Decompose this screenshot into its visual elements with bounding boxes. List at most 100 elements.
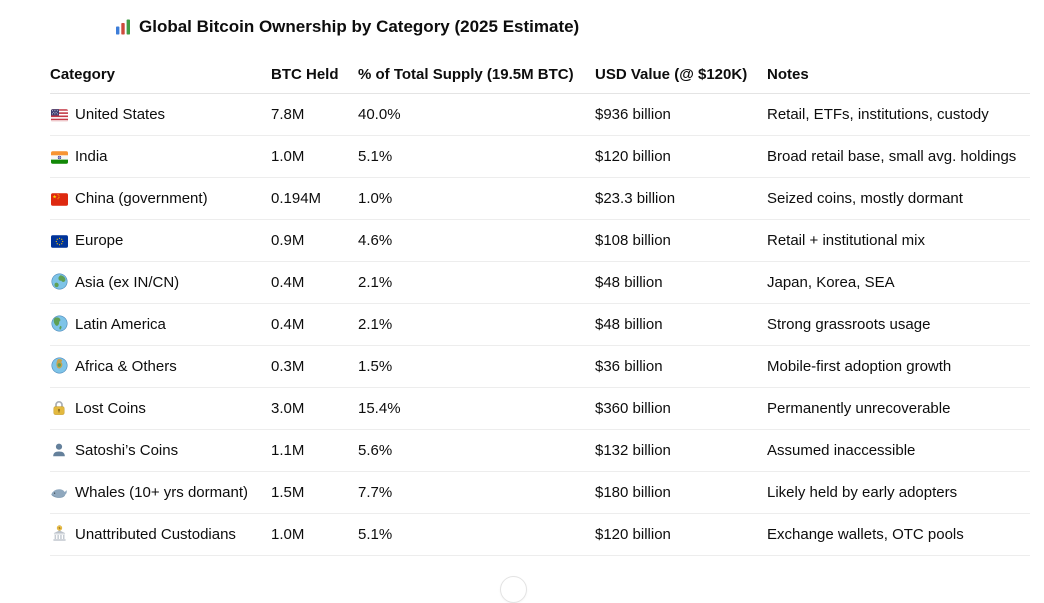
notes-cell: Permanently unrecoverable: [767, 387, 1030, 430]
category-label: Lost Coins: [75, 400, 146, 417]
notes-cell: Seized coins, mostly dormant: [767, 177, 1030, 220]
usd-value-cell: $360 billion: [595, 387, 767, 430]
table-header: Category BTC Held % of Total Supply (19.…: [50, 58, 1030, 94]
page-title: Global Bitcoin Ownership by Category (20…: [114, 14, 1044, 40]
pct-supply-cell: 1.5%: [358, 345, 595, 388]
pct-supply-cell: 2.1%: [358, 303, 595, 346]
usd-value-cell: $936 billion: [595, 93, 767, 136]
category-cell: United States: [50, 93, 271, 136]
table-row: Whales (10+ yrs dormant) 1.5M 7.7% $180 bil…: [50, 471, 1030, 514]
usd-value-cell: $120 billion: [595, 135, 767, 178]
notes-cell: Japan, Korea, SEA: [767, 261, 1030, 304]
usd-value-cell: $23.3 billion: [595, 177, 767, 220]
notes-cell: Retail + institutional mix: [767, 219, 1030, 262]
category-label: China (government): [75, 189, 208, 207]
table-row: Lost Coins 3.0M 15.4% $360 billion Permanent…: [50, 387, 1030, 430]
table-row: Europe 0.9M 4.6% $108 billion Retail + insti…: [50, 219, 1030, 262]
usd-value-cell: $36 billion: [595, 345, 767, 388]
globe-africa-icon: [50, 357, 68, 374]
pct-supply-cell: 5.1%: [358, 513, 595, 556]
table-row: India 1.0M 5.1% $120 billion Broad retail ba…: [50, 135, 1030, 178]
category-cell: China (government): [50, 177, 271, 220]
pct-supply-cell: 5.6%: [358, 429, 595, 472]
btc-held-cell: 3.0M: [271, 387, 358, 430]
category-cell: Africa & Others: [50, 345, 271, 388]
bar-chart-icon: [114, 18, 132, 36]
usd-value-cell: $48 billion: [595, 303, 767, 346]
category-label: Whales (10+ yrs dormant): [75, 483, 248, 501]
notes-cell: Strong grassroots usage: [767, 303, 1030, 346]
header-usd-value: USD Value (@ $120K): [595, 58, 767, 94]
category-label: Satoshi’s Coins: [75, 441, 179, 459]
notes-cell: Assumed inaccessible: [767, 429, 1030, 472]
notes-cell: Mobile-first adoption growth: [767, 345, 1030, 388]
category-label: India: [75, 147, 108, 165]
btc-held-cell: 0.9M: [271, 219, 358, 262]
table-row: Asia (ex IN/CN) 0.4M 2.1% $48 billion Japan,…: [50, 261, 1030, 304]
flag-us-icon: [50, 108, 68, 122]
notes-cell: Broad retail base, small avg. holdings: [767, 135, 1030, 178]
bust-icon: [50, 442, 68, 458]
svg-text:$: $: [58, 526, 61, 530]
usd-value-cell: $108 billion: [595, 219, 767, 262]
category-cell: Lost Coins: [50, 387, 271, 430]
usd-value-cell: $180 billion: [595, 471, 767, 514]
table-row: United States 7.8M 40.0% $936 billion Retail…: [50, 93, 1030, 136]
header-pct-supply: % of Total Supply (19.5M BTC): [358, 58, 595, 94]
table-row: China (government) 0.194M 1.0% $23.3 billio…: [50, 177, 1030, 220]
category-cell: Whales (10+ yrs dormant): [50, 471, 271, 514]
globe-americas-icon: [50, 315, 68, 332]
notes-cell: Retail, ETFs, institutions, custody: [767, 93, 1030, 136]
btc-held-cell: 7.8M: [271, 93, 358, 136]
table-row: Satoshi’s Coins 1.1M 5.6% $132 billion Assum…: [50, 429, 1030, 472]
notes-cell: Exchange wallets, OTC pools: [767, 513, 1030, 556]
header-category: Category: [50, 58, 271, 94]
btc-held-cell: 0.4M: [271, 303, 358, 346]
pct-supply-cell: 4.6%: [358, 219, 595, 262]
table-row: $ Unattributed Custodians 1.0M 5.1% $120 bil…: [50, 513, 1030, 556]
btc-held-cell: 1.1M: [271, 429, 358, 472]
pct-supply-cell: 2.1%: [358, 261, 595, 304]
bitcoin-ownership-table: Category BTC Held % of Total Supply (19.…: [50, 58, 1030, 556]
category-cell: Asia (ex IN/CN): [50, 261, 271, 304]
category-cell: $ Unattributed Custodians: [50, 513, 271, 556]
category-label: Unattributed Custodians: [75, 526, 236, 543]
pct-supply-cell: 15.4%: [358, 387, 595, 430]
btc-held-cell: 0.194M: [271, 177, 358, 220]
btc-held-cell: 0.3M: [271, 345, 358, 388]
btc-held-cell: 1.0M: [271, 135, 358, 178]
btc-held-cell: 1.5M: [271, 471, 358, 514]
category-label: Latin America: [75, 316, 166, 333]
flag-eu-icon: [50, 234, 68, 248]
table-row: Latin America 0.4M 2.1% $48 billion Strong g…: [50, 303, 1030, 346]
lock-icon: [50, 399, 68, 416]
notes-cell: Likely held by early adopters: [767, 471, 1030, 514]
pct-supply-cell: 1.0%: [358, 177, 595, 220]
flag-in-icon: [50, 150, 68, 164]
btc-held-cell: 0.4M: [271, 261, 358, 304]
category-label: Africa & Others: [75, 358, 177, 375]
table-body: United States 7.8M 40.0% $936 billion Retail…: [50, 93, 1030, 556]
header-notes: Notes: [767, 58, 1030, 94]
category-label: United States: [75, 105, 166, 123]
category-label: Asia (ex IN/CN): [75, 274, 180, 291]
btc-held-cell: 1.0M: [271, 513, 358, 556]
usd-value-cell: $48 billion: [595, 261, 767, 304]
content-area: Global Bitcoin Ownership by Category (20…: [50, 14, 1044, 556]
usd-value-cell: $120 billion: [595, 513, 767, 556]
category-cell: Europe: [50, 219, 271, 262]
pct-supply-cell: 40.0%: [358, 93, 595, 136]
bank-icon: $: [50, 525, 68, 542]
table-header-row: Category BTC Held % of Total Supply (19.…: [50, 58, 1030, 94]
category-label: Europe: [75, 231, 124, 249]
header-btc-held: BTC Held: [271, 58, 358, 94]
pct-supply-cell: 5.1%: [358, 135, 595, 178]
category-cell: Satoshi’s Coins: [50, 429, 271, 472]
category-cell: Latin America: [50, 303, 271, 346]
category-cell: India: [50, 135, 271, 178]
flag-cn-icon: [50, 192, 68, 206]
whale-icon: [50, 486, 68, 500]
pct-supply-cell: 7.7%: [358, 471, 595, 514]
scroll-to-bottom-button[interactable]: [500, 576, 527, 603]
page-title-text: Global Bitcoin Ownership by Category (20…: [139, 17, 580, 36]
